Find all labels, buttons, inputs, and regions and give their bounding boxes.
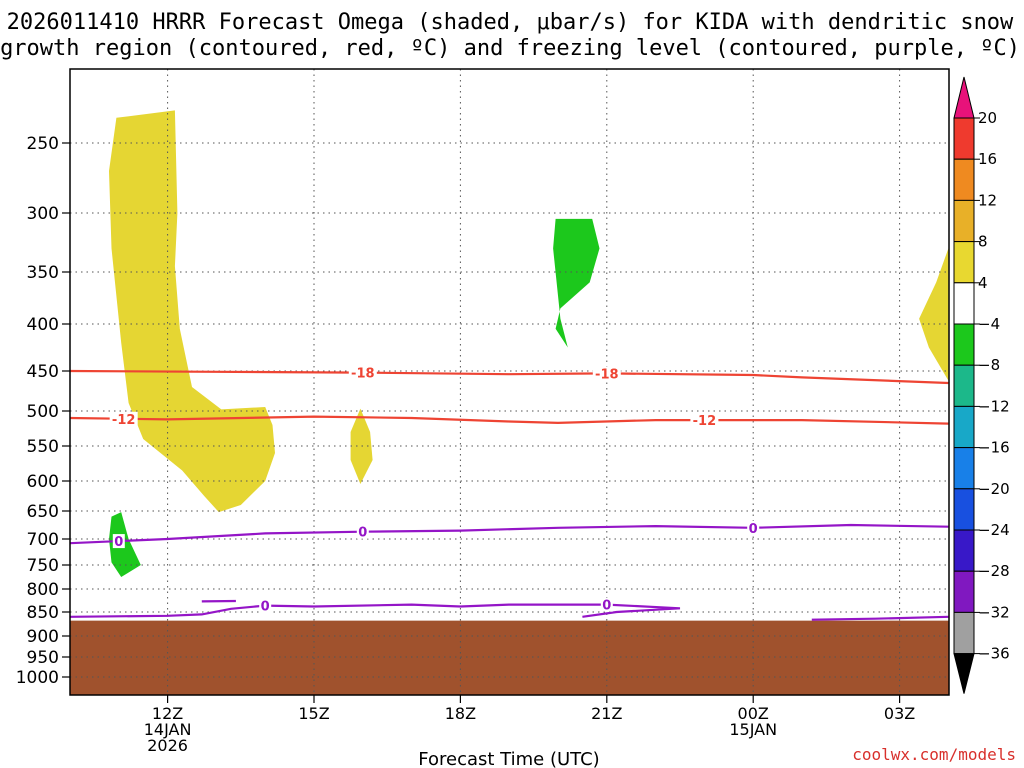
chart-title-line1: 2026011410 HRRR Forecast Omega (shaded, … bbox=[7, 10, 1014, 35]
colorbar-label: −20 bbox=[978, 480, 1010, 498]
y-tick-label: 250 bbox=[27, 134, 59, 154]
colorbar-label: −32 bbox=[978, 603, 1010, 621]
y-tick-label: 400 bbox=[27, 315, 59, 335]
y-tick-label: 900 bbox=[27, 627, 59, 647]
colorbar-label: −28 bbox=[978, 562, 1010, 580]
contour-label: -18 bbox=[595, 367, 619, 382]
colorbar-label: −24 bbox=[978, 521, 1010, 539]
grid bbox=[70, 69, 949, 695]
y-axis-ticks: 250 300 350 400 450 500 550 600 650 700 750 800 850 9… bbox=[16, 134, 70, 688]
colorbar-label: 12 bbox=[978, 191, 997, 209]
contour-label: 0 bbox=[602, 599, 611, 614]
contour-0-3 bbox=[70, 603, 681, 618]
colorbar-label: −4 bbox=[978, 315, 1000, 333]
colorbar-segment bbox=[953, 241, 975, 284]
contour-label-bg bbox=[259, 598, 272, 613]
omega-shading bbox=[109, 110, 949, 577]
contour-label-bg bbox=[600, 597, 613, 612]
colorbar-segment bbox=[953, 488, 975, 531]
colorbar-segment bbox=[953, 199, 975, 243]
contour-label-bg bbox=[690, 413, 719, 428]
colorbar-label: 16 bbox=[978, 150, 997, 168]
contour-0-5 bbox=[811, 615, 949, 621]
colorbar-label: 4 bbox=[978, 274, 988, 292]
contour--18-0 bbox=[70, 369, 949, 385]
ground-area bbox=[70, 620, 949, 695]
colorbar-segment bbox=[953, 158, 975, 201]
x-tick-label: 00Z bbox=[738, 704, 769, 723]
chart-title-line2: growth region (contoured, red, ºC) and f… bbox=[0, 36, 1020, 61]
colorbar-label: −16 bbox=[978, 439, 1010, 457]
contour-label-bg bbox=[356, 524, 369, 539]
colorbar-segment bbox=[953, 282, 975, 325]
ground-fill bbox=[70, 620, 949, 695]
y-tick-label: 650 bbox=[27, 502, 59, 522]
contour-label-bg bbox=[348, 365, 377, 380]
y-tick-label: 950 bbox=[27, 648, 59, 668]
y-tick-label: 550 bbox=[27, 437, 59, 457]
contour-label: 0 bbox=[358, 526, 367, 541]
x-tick-label: 15JAN bbox=[729, 720, 777, 739]
x-tick-label: 03Z bbox=[884, 704, 915, 723]
y-tick-label: 500 bbox=[27, 402, 59, 422]
contour-label: -12 bbox=[112, 413, 136, 428]
colorbar: 20 16 12 8 4 −4 −8 −12 −16 −20 −24 −28 −32 −36 bbox=[953, 76, 1010, 694]
x-tick-label: 21Z bbox=[591, 704, 622, 723]
colorbar-segment bbox=[953, 323, 975, 366]
colorbar-segment bbox=[953, 611, 975, 655]
y-tick-label: 750 bbox=[27, 556, 59, 576]
contour-0-2 bbox=[70, 523, 949, 545]
omega-region-3 bbox=[553, 218, 600, 348]
contours: -18 -18 -12 -12 0 0 0 0 0 bbox=[70, 365, 949, 621]
contour-label-bg bbox=[592, 366, 621, 381]
colorbar-label: 8 bbox=[978, 233, 988, 251]
omega-region-2 bbox=[919, 248, 949, 381]
colorbar-segment bbox=[953, 570, 975, 613]
contour-label: 0 bbox=[261, 600, 270, 615]
contour-label: 0 bbox=[114, 535, 123, 550]
y-tick-label: 300 bbox=[27, 204, 59, 224]
colorbar-label: 20 bbox=[978, 109, 997, 127]
y-tick-label: 1000 bbox=[16, 668, 59, 688]
colorbar-bottom-arrow bbox=[953, 653, 975, 694]
x-tick-label: 18Z bbox=[445, 704, 476, 723]
colorbar-label: −12 bbox=[978, 397, 1010, 415]
x-axis-title: Forecast Time (UTC) bbox=[418, 749, 599, 768]
contour-label: -12 bbox=[693, 414, 717, 429]
colorbar-segment bbox=[953, 117, 975, 160]
contour-label-bg bbox=[747, 520, 760, 535]
omega-region-4 bbox=[109, 512, 141, 577]
y-tick-label: 850 bbox=[27, 603, 59, 623]
contour-label: 0 bbox=[749, 522, 758, 537]
contour-label-bg bbox=[109, 411, 138, 426]
contour--12-1 bbox=[70, 415, 949, 425]
contour-label-bg bbox=[112, 534, 125, 549]
omega-region-0 bbox=[109, 110, 275, 513]
x-tick-label: 2026 bbox=[147, 736, 188, 755]
contour-label: -18 bbox=[351, 367, 375, 382]
plot-frame bbox=[69, 68, 950, 696]
colorbar-segment bbox=[953, 364, 975, 407]
x-tick-label: 12Z bbox=[152, 704, 183, 723]
colorbar-segment bbox=[953, 447, 975, 490]
y-tick-label: 800 bbox=[27, 580, 59, 600]
y-tick-label: 600 bbox=[27, 472, 59, 492]
y-tick-label: 450 bbox=[27, 362, 59, 382]
y-tick-label: 700 bbox=[27, 530, 59, 550]
colorbar-label: −8 bbox=[978, 356, 1000, 374]
colorbar-segment bbox=[953, 529, 975, 572]
x-tick-label: 14JAN bbox=[144, 720, 192, 739]
colorbar-label: −36 bbox=[978, 645, 1010, 663]
credit-link[interactable]: coolwx.com/models bbox=[852, 745, 1016, 764]
y-tick-label: 350 bbox=[27, 263, 59, 283]
x-tick-label: 15Z bbox=[298, 704, 329, 723]
colorbar-segment bbox=[953, 405, 975, 449]
